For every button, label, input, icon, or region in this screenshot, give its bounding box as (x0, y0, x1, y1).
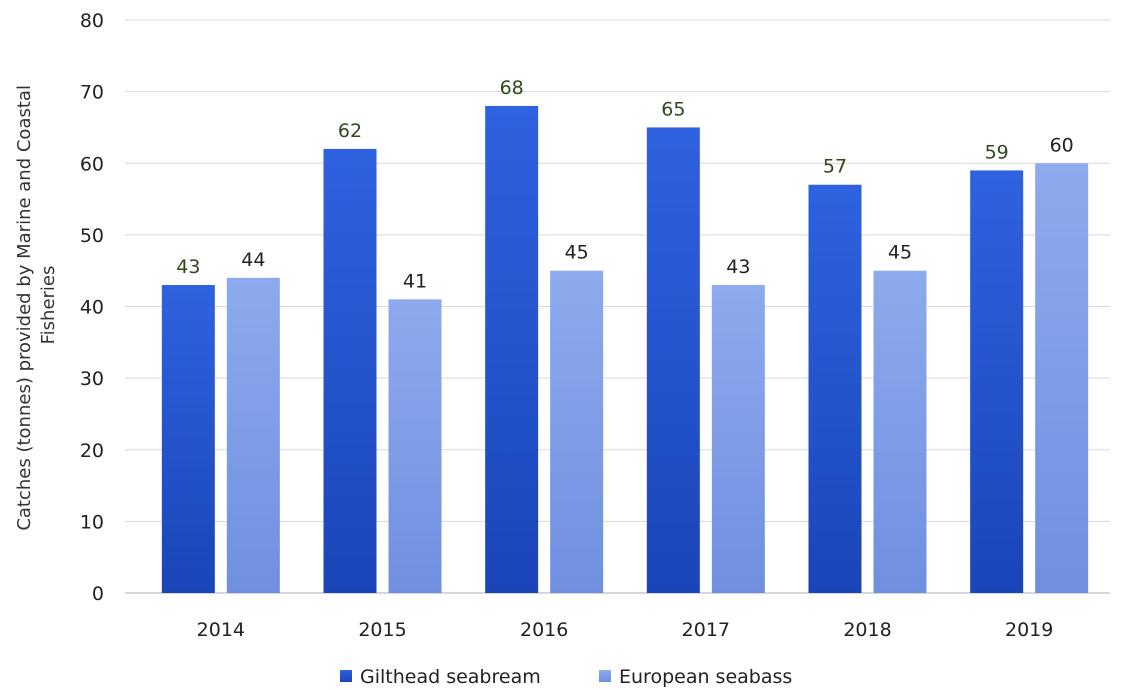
legend-swatch-european-seabass (599, 670, 611, 682)
y-tick-label: 50 (80, 225, 104, 247)
data-label: 43 (176, 256, 200, 278)
bars (161, 105, 1089, 594)
bar-gilthead-seabream-2014 (161, 285, 215, 593)
x-tick-label: 2016 (520, 619, 568, 641)
data-label: 60 (1050, 134, 1074, 156)
bar-european-seabass-2015 (388, 299, 442, 593)
gridlines (125, 19, 1110, 594)
bar-european-seabass-2017 (711, 285, 765, 593)
bar-european-seabass-2018 (873, 270, 927, 593)
data-label: 59 (985, 141, 1009, 163)
y-tick-label: 10 (80, 511, 104, 533)
y-tick-label: 0 (92, 583, 104, 605)
data-label: 62 (338, 120, 362, 142)
x-axis-ticks: 2014 2015 2016 2017 2018 2019 (197, 619, 1054, 641)
y-axis-label-line-1: Catches (tonnes) provided by Marine and … (14, 85, 35, 531)
bar-european-seabass-2016 (550, 270, 604, 593)
bar-gilthead-seabream-2016 (485, 105, 539, 593)
data-label: 41 (403, 270, 427, 292)
y-tick-label: 20 (80, 440, 104, 462)
x-tick-label: 2019 (1005, 619, 1053, 641)
y-tick-label: 70 (80, 82, 104, 104)
x-tick-label: 2014 (197, 619, 245, 641)
y-tick-label: 60 (80, 153, 104, 175)
y-axis-label-line-2: Fisheries (38, 266, 59, 345)
data-label: 45 (888, 242, 912, 264)
x-tick-label: 2017 (682, 619, 730, 641)
bar-european-seabass-2019 (1035, 163, 1089, 593)
bar-european-seabass-2014 (226, 277, 280, 593)
y-tick-label: 40 (80, 297, 104, 319)
data-label: 65 (661, 98, 685, 120)
bar-gilthead-seabream-2019 (970, 170, 1024, 593)
y-tick-label: 30 (80, 368, 104, 390)
y-tick-label: 80 (80, 10, 104, 32)
y-axis-label: Catches (tonnes) provided by Marine and … (14, 79, 59, 530)
y-axis-ticks: 0 10 20 30 40 50 60 70 80 (80, 10, 104, 605)
bar-gilthead-seabream-2015 (323, 148, 377, 594)
legend-label-gilthead-seabream: Gilthead seabream (360, 666, 541, 688)
data-label: 57 (823, 156, 847, 178)
data-labels: 43 44 62 41 68 45 65 43 57 45 59 60 (176, 77, 1074, 292)
legend-label-european-seabass: European seabass (619, 666, 792, 688)
data-label: 44 (241, 249, 265, 271)
bar-gilthead-seabream-2018 (808, 184, 862, 594)
data-label: 68 (500, 77, 524, 99)
bar-gilthead-seabream-2017 (646, 127, 700, 593)
data-label: 43 (726, 256, 750, 278)
x-tick-label: 2018 (843, 619, 891, 641)
legend: Gilthead seabream European seabass (340, 666, 792, 688)
data-label: 45 (565, 242, 589, 264)
x-tick-label: 2015 (358, 619, 406, 641)
legend-swatch-gilthead-seabream (340, 670, 352, 682)
